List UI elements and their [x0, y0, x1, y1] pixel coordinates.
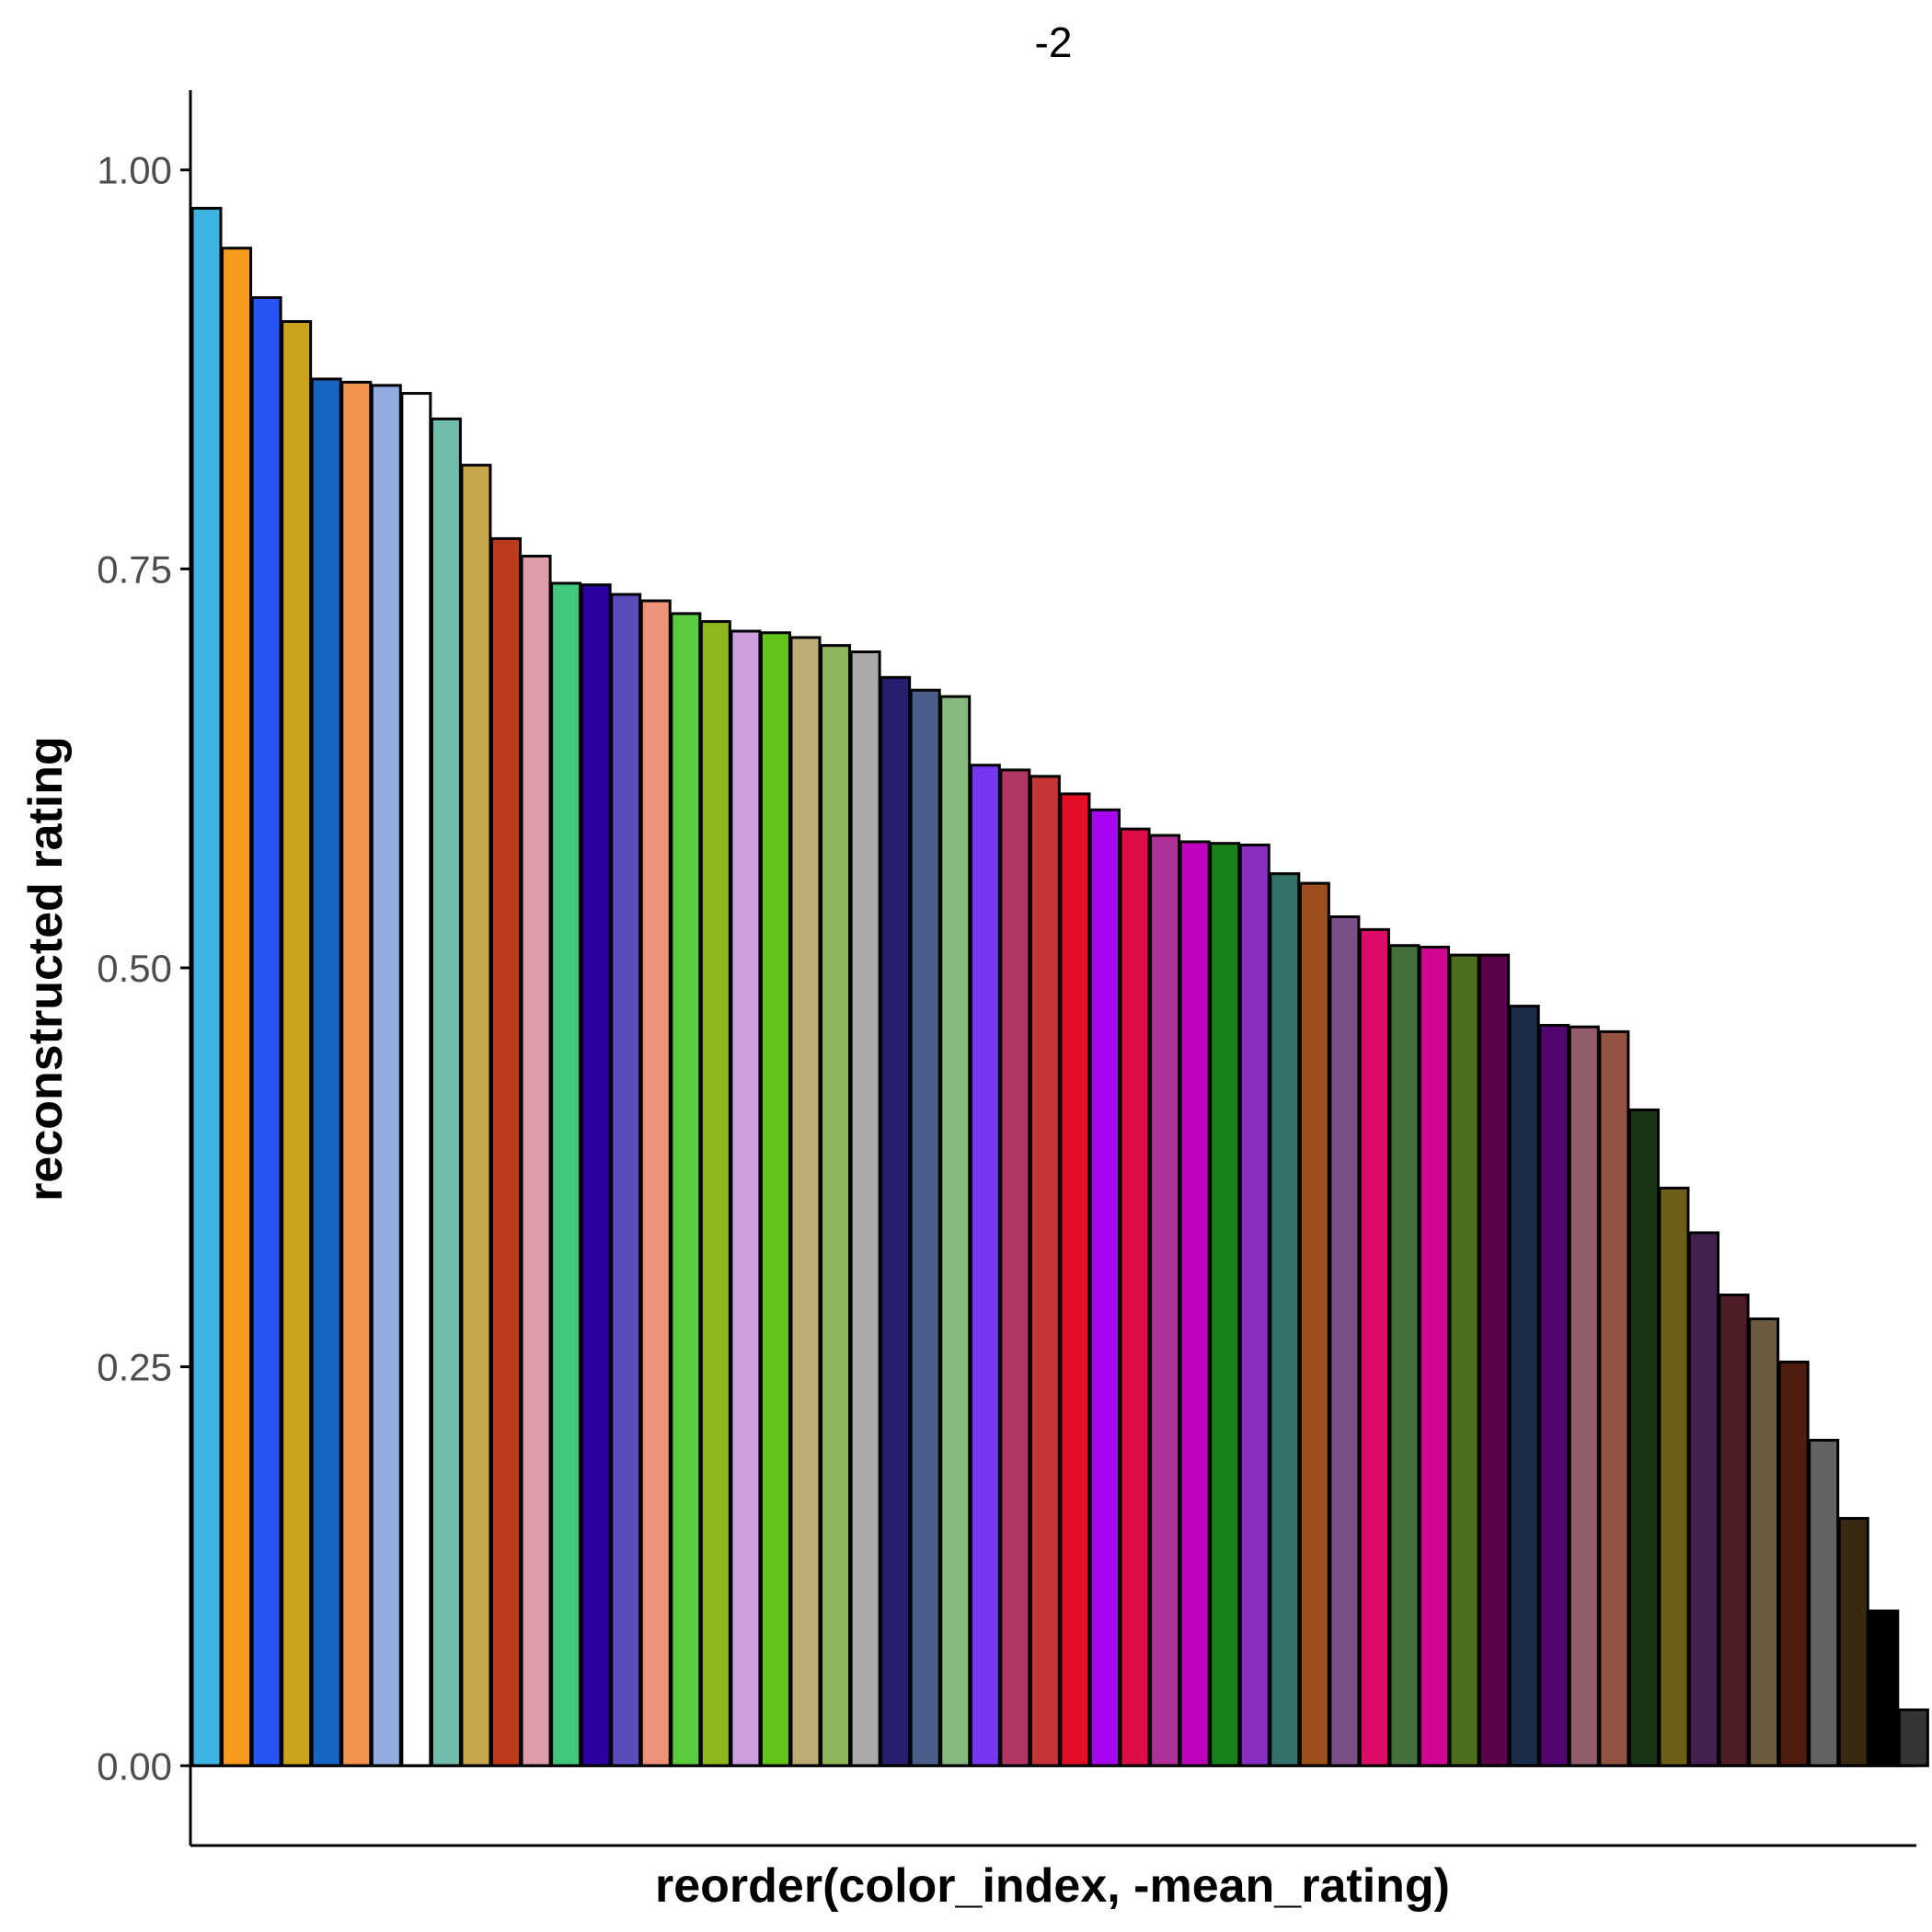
bar — [281, 320, 313, 1767]
bar — [1059, 792, 1091, 1767]
y-tick-label: 1.00 — [97, 149, 172, 192]
x-axis-title: reorder(color_index, -mean_rating) — [655, 1859, 1450, 1913]
bar — [400, 392, 432, 1767]
bar — [1388, 944, 1420, 1767]
bar — [849, 650, 881, 1767]
bar — [1029, 775, 1061, 1767]
bar — [610, 592, 642, 1767]
bar — [1688, 1231, 1719, 1767]
bar — [1269, 872, 1301, 1767]
bar — [550, 581, 582, 1767]
y-tick-label: 0.75 — [97, 547, 172, 591]
bar — [430, 417, 462, 1767]
bar — [1808, 1438, 1840, 1767]
bar — [1868, 1609, 1900, 1767]
bar — [1748, 1317, 1780, 1767]
chart-title: -2 — [1035, 18, 1073, 66]
bar — [1419, 945, 1451, 1767]
bar — [1777, 1360, 1810, 1767]
bar — [1627, 1108, 1660, 1767]
bar — [699, 620, 731, 1767]
bar — [939, 695, 972, 1767]
bar — [310, 377, 342, 1767]
bars — [190, 206, 1929, 1767]
bar — [730, 629, 762, 1767]
bar — [1508, 1005, 1540, 1767]
bar — [460, 464, 492, 1767]
bar — [880, 675, 912, 1767]
bar — [999, 768, 1031, 1767]
bar — [820, 644, 852, 1767]
bar — [250, 295, 282, 1767]
bar — [1658, 1186, 1690, 1767]
bar — [1179, 840, 1211, 1767]
bar — [1568, 1025, 1600, 1767]
bar — [1209, 842, 1241, 1767]
y-tick-label: 0.25 — [97, 1346, 172, 1389]
bar — [580, 583, 612, 1767]
bar — [1598, 1029, 1630, 1767]
bar — [370, 384, 402, 1767]
y-tick-label: 0.50 — [97, 947, 172, 990]
bar — [909, 688, 941, 1767]
bar — [520, 554, 552, 1767]
bar — [1837, 1516, 1869, 1767]
bar — [221, 247, 253, 1767]
bar — [1149, 834, 1181, 1767]
bar — [1478, 953, 1511, 1767]
bar — [190, 206, 223, 1767]
bar — [1538, 1023, 1570, 1767]
bar — [1448, 953, 1480, 1767]
bar — [1328, 914, 1361, 1767]
y-axis-title: reconstructed rating — [19, 736, 73, 1202]
bar — [1358, 927, 1390, 1767]
bar — [490, 536, 522, 1767]
bar — [639, 599, 672, 1767]
bar — [969, 764, 1001, 1767]
bar — [759, 631, 791, 1767]
bar — [1298, 881, 1330, 1767]
bar — [1718, 1294, 1750, 1767]
bar — [670, 612, 702, 1767]
bar — [1089, 808, 1121, 1767]
bar — [1238, 843, 1271, 1767]
bar — [1897, 1708, 1929, 1767]
y-axis: 0.00 0.25 0.50 0.75 1.00 — [97, 149, 190, 1788]
bar — [1119, 827, 1151, 1767]
y-tick-label: 0.00 — [97, 1744, 172, 1788]
bar — [340, 380, 373, 1767]
bar — [789, 636, 822, 1767]
